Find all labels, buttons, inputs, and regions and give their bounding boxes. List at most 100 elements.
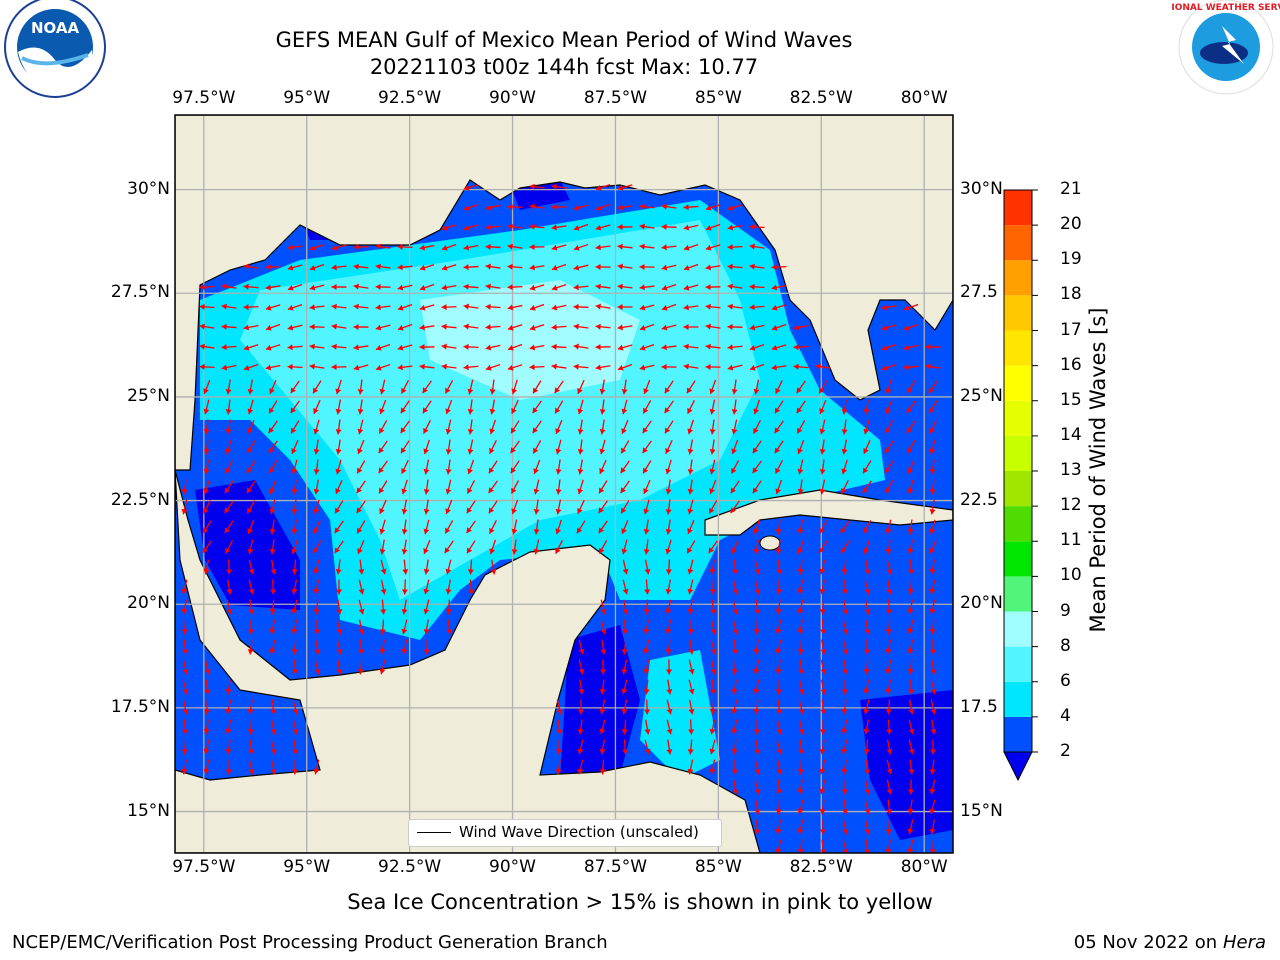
- wind-wave-arrowhead: [731, 467, 737, 474]
- colorbar-segment: [1004, 190, 1032, 226]
- wind-wave-arrowhead: [819, 488, 826, 495]
- wind-wave-arrowhead: [841, 709, 848, 715]
- colorbar-segment: [1004, 646, 1032, 682]
- wind-wave-arrowhead: [291, 649, 298, 655]
- wind-wave-arrowhead: [797, 588, 804, 595]
- wind-wave-arrowhead: [269, 549, 276, 555]
- lat-tick-right: 30°N: [960, 178, 1003, 199]
- wind-wave-arrowhead: [334, 547, 341, 554]
- wind-wave-arrowhead: [886, 729, 893, 735]
- wind-wave-arrowhead: [617, 204, 623, 211]
- wind-wave-arrowhead: [445, 527, 451, 534]
- wind-wave-arrowhead: [732, 789, 739, 795]
- wind-wave-arrowhead: [732, 608, 739, 615]
- wind-wave-arrowhead: [599, 409, 606, 415]
- wind-wave-arrowhead: [375, 243, 381, 250]
- wind-wave-arrowhead: [358, 588, 365, 595]
- wind-wave-arrowhead: [445, 428, 452, 435]
- wind-wave-arrowhead: [710, 628, 717, 635]
- lon-tick-bottom: 95°W: [283, 857, 331, 877]
- wind-wave-arrowhead: [599, 468, 605, 474]
- wind-wave-arrowhead: [771, 304, 778, 311]
- wind-wave-arrowhead: [335, 429, 342, 435]
- wind-wave-arrowhead: [842, 589, 849, 595]
- wind-wave-arrowhead: [577, 408, 584, 415]
- wind-wave-arrowhead: [578, 709, 585, 715]
- wind-wave-arrowhead: [908, 748, 915, 755]
- wind-wave-arrowhead: [643, 407, 649, 414]
- wind-wave-arrowhead: [595, 283, 601, 290]
- wind-wave-arrowhead: [225, 689, 232, 695]
- wind-wave-arrowhead: [595, 224, 602, 231]
- wind-wave-arrowhead: [423, 608, 430, 615]
- wind-wave-arrowhead: [441, 343, 447, 350]
- wind-wave-arrowhead: [467, 569, 474, 575]
- wind-wave-arrowhead: [555, 489, 562, 495]
- wind-wave-arrowhead: [225, 708, 232, 715]
- wind-wave-arrowhead: [199, 323, 205, 330]
- wind-wave-arrowhead: [203, 768, 210, 775]
- wind-wave-arrowhead: [819, 609, 826, 615]
- wind-wave-arrowhead: [353, 364, 360, 371]
- wind-wave-arrowhead: [511, 549, 518, 555]
- wind-wave-arrowhead: [246, 487, 253, 494]
- wind-wave-arrowhead: [687, 749, 694, 755]
- wind-wave-arrowhead: [578, 668, 585, 675]
- wind-wave-arrowhead: [489, 548, 496, 555]
- wind-wave-arrowhead: [819, 449, 826, 455]
- wind-wave-arrowhead: [666, 669, 673, 675]
- wind-wave-arrowhead: [485, 364, 492, 371]
- wind-wave-arrowhead: [532, 427, 539, 434]
- wind-wave-arrowhead: [357, 428, 364, 435]
- wind-wave-arrowhead: [375, 364, 382, 371]
- wind-wave-arrowhead: [881, 324, 888, 331]
- wind-wave-arrowhead: [639, 324, 646, 331]
- wind-wave-arrowhead: [380, 609, 387, 615]
- wind-wave-arrowhead: [727, 244, 733, 251]
- wind-wave-arrowhead: [621, 729, 628, 735]
- wind-wave-arrowhead: [621, 649, 628, 655]
- wind-wave-arrowhead: [577, 507, 583, 514]
- wind-wave-arrowhead: [776, 768, 783, 775]
- wind-wave-arrowhead: [709, 488, 715, 494]
- wind-wave-arrowhead: [907, 809, 914, 815]
- wind-wave-arrowhead: [507, 364, 514, 371]
- colorbar-tick-label: 10: [1060, 565, 1082, 586]
- wind-wave-arrowhead: [732, 628, 739, 635]
- lat-tick-left: 17.5°N: [110, 696, 170, 717]
- wind-wave-arrowhead: [358, 649, 365, 655]
- wind-wave-arrowhead: [314, 629, 321, 635]
- wind-wave-arrowhead: [639, 223, 645, 230]
- wind-wave-arrowhead: [929, 548, 935, 554]
- wind-wave-arrowhead: [731, 448, 737, 455]
- wind-wave-arrowhead: [661, 203, 667, 210]
- wind-wave-arrowhead: [731, 409, 738, 415]
- wind-wave-arrowhead: [397, 344, 404, 351]
- wind-wave-arrowhead: [661, 223, 667, 230]
- wind-wave-arrowhead: [617, 304, 623, 311]
- lon-tick-bottom: 87.5°W: [583, 857, 648, 877]
- wind-wave-arrowhead: [507, 284, 513, 291]
- lon-tick-top: 85°W: [694, 88, 742, 108]
- wind-wave-arrowhead: [753, 709, 760, 715]
- wind-wave-arrowhead: [309, 323, 315, 330]
- wind-wave-arrowhead: [397, 325, 404, 331]
- wind-wave-arrowhead: [929, 608, 936, 615]
- wind-wave-arrowhead: [753, 729, 760, 735]
- map-content: [175, 115, 953, 853]
- wind-wave-arrowhead: [639, 243, 645, 250]
- wind-wave-arrowhead: [621, 428, 627, 434]
- map-frame: [174, 114, 954, 854]
- wind-wave-arrowhead: [247, 447, 253, 454]
- wind-wave-arrowhead: [798, 728, 805, 735]
- chart-subtitle: 20221103 t00z 144h fcst Max: 10.77: [369, 55, 759, 79]
- wind-wave-arrowhead: [551, 284, 558, 291]
- wind-wave-arrowhead: [468, 589, 475, 595]
- wind-wave-arrowhead: [929, 849, 936, 853]
- wind-wave-arrowhead: [467, 409, 474, 415]
- colorbar-extend-arrow: [1003, 751, 1033, 782]
- wind-wave-arrowhead: [731, 688, 738, 695]
- wind-wave-arrowhead: [291, 588, 298, 595]
- wind-wave-arrowhead: [489, 527, 495, 534]
- wind-wave-arrowhead: [401, 608, 408, 615]
